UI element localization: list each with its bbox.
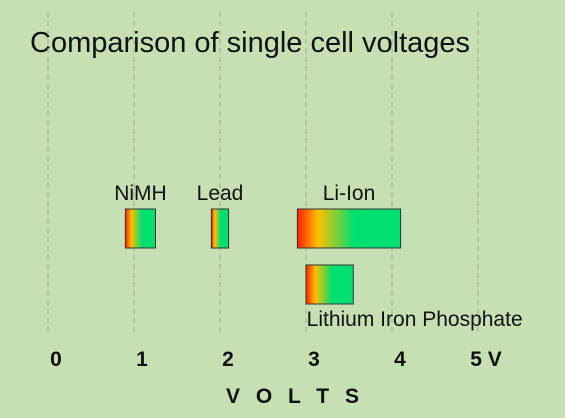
chart-title: Comparison of single cell voltages <box>30 27 470 59</box>
x-tick-label: 5 V <box>470 348 502 371</box>
bar-label: Li-Ion <box>323 182 376 205</box>
voltage-bar <box>210 208 230 249</box>
x-tick-label: 1 <box>136 348 148 371</box>
bar-label: NiMH <box>114 182 167 205</box>
voltage-bar <box>305 264 354 305</box>
bar-label: Lead <box>197 182 244 205</box>
x-tick-label: 3 <box>308 348 320 371</box>
voltage-bar <box>296 208 402 249</box>
bar-labels: NiMH Lead Li-Ion Lithium Iron Phosphate <box>114 182 522 331</box>
bar-label: Lithium Iron Phosphate <box>307 308 523 331</box>
voltage-bar <box>124 208 157 249</box>
grid-lines <box>47 12 479 332</box>
x-axis-ticks: 0 1 2 3 4 5 V <box>50 348 502 371</box>
voltage-bars <box>124 208 402 305</box>
x-tick-label: 0 <box>50 348 62 371</box>
x-tick-label: 4 <box>394 348 406 371</box>
x-tick-label: 2 <box>222 348 234 371</box>
x-axis-label: V O L T S <box>226 385 364 408</box>
